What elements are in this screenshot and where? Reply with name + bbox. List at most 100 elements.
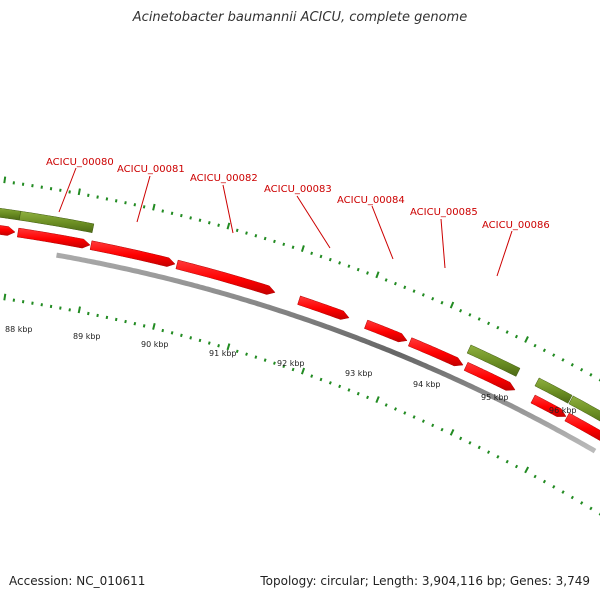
inner-ring-minor-tick — [142, 324, 146, 328]
forward-gene-10 — [564, 412, 600, 441]
gene-label: ACICU_00086 — [482, 220, 550, 231]
inner-ring-minor-tick — [180, 333, 183, 338]
forward-gene-3 — [89, 240, 176, 267]
inner-ring-minor-tick — [189, 336, 193, 340]
gene-label: ACICU_00081 — [117, 164, 185, 175]
outer-ring-minor-tick — [347, 264, 351, 268]
inner-ring-minor-tick — [40, 303, 43, 307]
inner-ring-minor-tick — [96, 313, 99, 318]
inner-ring-minor-tick — [514, 464, 519, 469]
inner-ring-minor-tick — [505, 459, 509, 464]
outer-ring-minor-tick — [552, 353, 556, 357]
inner-ring-minor-tick — [105, 315, 109, 320]
inner-ring-minor-tick — [282, 364, 286, 369]
inner-ring-minor-tick — [459, 436, 463, 441]
gene-label: ACICU_00085 — [410, 207, 478, 218]
outer-ring-minor-tick — [49, 187, 53, 191]
outer-ring-minor-tick — [412, 289, 416, 293]
inner-ring-minor-tick — [338, 384, 342, 389]
outer-ring-major-tick — [77, 188, 81, 196]
gene-leader-line — [371, 205, 394, 260]
outer-ring-major-tick — [449, 301, 455, 309]
inner-ring-minor-tick — [440, 427, 444, 432]
outer-ring-minor-tick — [468, 313, 472, 317]
outer-ring-minor-tick — [580, 367, 584, 372]
outer-ring-minor-tick — [235, 228, 239, 233]
outer-ring-minor-tick — [440, 300, 444, 305]
inner-ring-major-tick — [226, 343, 231, 351]
outer-ring-major-tick — [3, 176, 7, 184]
inner-ring-minor-tick — [68, 308, 71, 312]
inner-ring-minor-tick — [207, 341, 211, 345]
outer-ring-minor-tick — [124, 201, 127, 205]
outer-ring-minor-tick — [393, 281, 397, 286]
outer-ring-minor-tick — [68, 190, 71, 194]
outer-ring-minor-tick — [328, 257, 332, 262]
reverse-gene-3 — [466, 344, 521, 377]
inner-ring-minor-tick — [12, 298, 16, 302]
inner-ring-minor-tick — [412, 415, 416, 419]
kbp-label: 90 kbp — [141, 340, 169, 349]
inner-ring-minor-tick — [235, 349, 239, 354]
outer-ring-minor-tick — [589, 373, 593, 377]
inner-ring-minor-tick — [263, 358, 267, 362]
reverse-gene-2 — [19, 210, 95, 233]
outer-ring-major-tick — [524, 336, 529, 343]
inner-ring-minor-tick — [421, 419, 425, 423]
forward-gene-7 — [407, 337, 464, 367]
kbp-label: 96 kbp — [549, 406, 577, 415]
outer-ring-minor-tick — [59, 188, 62, 192]
inner-ring-minor-tick — [328, 381, 332, 385]
inner-ring-minor-tick — [468, 441, 472, 445]
outer-ring-minor-tick — [542, 348, 546, 353]
inner-ring-minor-tick — [310, 374, 314, 378]
outer-ring-minor-tick — [514, 334, 519, 339]
outer-ring-minor-tick — [338, 261, 342, 265]
forward-gene-2 — [17, 227, 91, 249]
inner-ring-minor-tick — [366, 395, 370, 400]
gene-leader-line — [296, 195, 331, 249]
inner-ring-minor-tick — [542, 479, 547, 484]
inner-ring-minor-tick — [87, 311, 90, 316]
outer-ring-minor-tick — [319, 254, 323, 259]
outer-ring-minor-tick — [533, 343, 537, 348]
kbp-label: 89 kbp — [73, 332, 101, 341]
kbp-label: 94 kbp — [413, 380, 441, 389]
inner-ring-minor-tick — [49, 304, 53, 309]
inner-ring-minor-tick — [21, 300, 25, 304]
inner-ring-minor-tick — [561, 490, 565, 494]
outer-ring-minor-tick — [310, 251, 314, 256]
inner-ring-minor-tick — [114, 317, 118, 322]
inner-ring-minor-tick — [570, 495, 574, 500]
kbp-label: 92 kbp — [277, 359, 305, 368]
outer-ring-minor-tick — [570, 363, 574, 367]
inner-ring-minor-tick — [124, 319, 127, 324]
gene-label: ACICU_00080 — [46, 157, 114, 168]
outer-ring-major-tick — [375, 271, 380, 279]
gene-label: ACICU_00083 — [264, 184, 332, 195]
outer-ring-minor-tick — [505, 330, 509, 334]
inner-ring-minor-tick — [133, 321, 137, 326]
outer-ring-major-tick — [300, 245, 305, 253]
inner-ring-minor-tick — [319, 377, 323, 382]
inner-ring-minor-tick — [347, 388, 351, 392]
outer-ring-major-tick — [152, 203, 156, 211]
inner-ring-minor-tick — [580, 501, 584, 505]
outer-ring-minor-tick — [273, 239, 276, 244]
kbp-label: 93 kbp — [345, 369, 373, 378]
kbp-label: 95 kbp — [481, 393, 509, 402]
outer-ring-minor-tick — [459, 308, 463, 313]
accession-text: Accession: NC_010611 — [9, 574, 146, 588]
outer-ring-minor-tick — [170, 211, 174, 216]
inner-ring-minor-tick — [486, 450, 491, 454]
outer-ring-minor-tick — [87, 193, 90, 197]
gene-label: ACICU_00082 — [190, 173, 258, 184]
reverse-gene-5 — [568, 395, 600, 422]
outer-ring-minor-tick — [384, 278, 388, 282]
inner-ring-minor-tick — [170, 331, 174, 335]
outer-ring-minor-tick — [114, 199, 118, 203]
forward-gene-4 — [175, 259, 276, 295]
outer-ring-minor-tick — [431, 296, 435, 301]
gene-leader-line — [496, 230, 513, 277]
